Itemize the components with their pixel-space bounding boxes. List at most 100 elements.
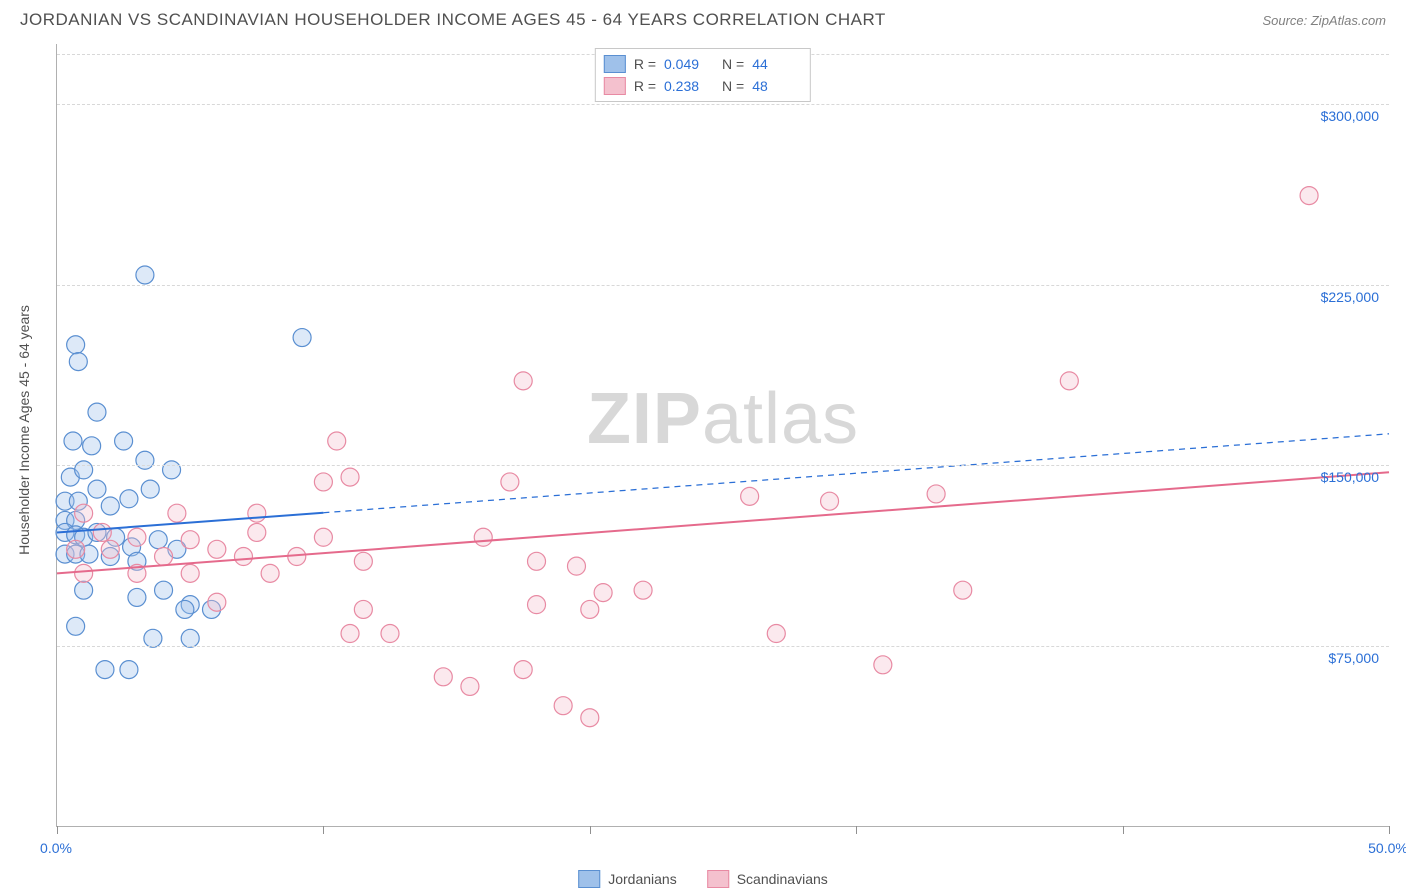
- data-point: [96, 661, 114, 679]
- n-label: N =: [722, 56, 744, 72]
- data-point: [64, 432, 82, 450]
- n-label: N =: [722, 78, 744, 94]
- data-point: [314, 528, 332, 546]
- data-point: [528, 552, 546, 570]
- data-point: [88, 403, 106, 421]
- chart-source: Source: ZipAtlas.com: [1262, 13, 1386, 28]
- data-point: [155, 581, 173, 599]
- y-tick-label: $75,000: [1328, 650, 1379, 666]
- x-tick: [1389, 826, 1390, 834]
- stats-row: R =0.049N =44: [604, 53, 802, 75]
- data-point: [67, 336, 85, 354]
- gridline: [57, 646, 1389, 647]
- data-point: [101, 540, 119, 558]
- data-point: [554, 697, 572, 715]
- chart-title: JORDANIAN VS SCANDINAVIAN HOUSEHOLDER IN…: [20, 10, 886, 30]
- data-point: [128, 528, 146, 546]
- stats-legend: R =0.049N =44R =0.238N =48: [595, 48, 811, 102]
- data-point: [75, 461, 93, 479]
- chart-header: JORDANIAN VS SCANDINAVIAN HOUSEHOLDER IN…: [0, 0, 1406, 36]
- data-point: [434, 668, 452, 686]
- data-point: [474, 528, 492, 546]
- data-point: [927, 485, 945, 503]
- data-point: [248, 504, 266, 522]
- data-point: [208, 540, 226, 558]
- data-point: [208, 593, 226, 611]
- data-point: [567, 557, 585, 575]
- stats-row: R = 0.238 N = 48: [604, 75, 802, 97]
- data-point: [136, 451, 154, 469]
- data-point: [341, 468, 359, 486]
- regression-line-dashed: [323, 434, 1389, 513]
- data-point: [581, 709, 599, 727]
- data-point: [514, 661, 532, 679]
- data-point: [93, 523, 111, 541]
- legend-swatch: [578, 870, 600, 888]
- r-value: 0.049: [664, 56, 714, 72]
- r-label: R =: [634, 56, 656, 72]
- data-point: [874, 656, 892, 674]
- data-point: [341, 625, 359, 643]
- series-legend-item: Jordanians: [578, 870, 677, 888]
- data-point: [381, 625, 399, 643]
- data-point: [128, 588, 146, 606]
- data-point: [741, 487, 759, 505]
- series-legend: Jordanians Scandinavians: [578, 870, 828, 888]
- data-point: [954, 581, 972, 599]
- data-point: [328, 432, 346, 450]
- data-point: [141, 480, 159, 498]
- data-point: [501, 473, 519, 491]
- data-point: [115, 432, 133, 450]
- y-tick-label: $300,000: [1321, 108, 1379, 124]
- data-point: [168, 504, 186, 522]
- data-point: [354, 552, 372, 570]
- data-point: [234, 548, 252, 566]
- data-point: [514, 372, 532, 390]
- gridline: [57, 104, 1389, 105]
- scatter-plot-svg: [57, 44, 1389, 826]
- r-label: R =: [634, 78, 656, 94]
- data-point: [1060, 372, 1078, 390]
- data-point: [767, 625, 785, 643]
- r-value: 0.238: [664, 78, 714, 94]
- data-point: [120, 661, 138, 679]
- data-point: [293, 329, 311, 347]
- data-point: [136, 266, 154, 284]
- series-legend-item: Scandinavians: [707, 870, 828, 888]
- n-value: 48: [752, 78, 802, 94]
- x-tick: [323, 826, 324, 834]
- data-point: [101, 497, 119, 515]
- data-point: [88, 480, 106, 498]
- gridline: [57, 285, 1389, 286]
- data-point: [634, 581, 652, 599]
- data-point: [67, 540, 85, 558]
- x-tick: [57, 826, 58, 834]
- x-tick: [856, 826, 857, 834]
- x-tick-label: 50.0%: [1368, 840, 1406, 856]
- data-point: [354, 600, 372, 618]
- data-point: [75, 564, 93, 582]
- chart-plot-area: ZIPatlas $75,000$150,000$225,000$300,000: [56, 44, 1389, 827]
- y-tick-label: $150,000: [1321, 469, 1379, 485]
- data-point: [75, 504, 93, 522]
- data-point: [261, 564, 279, 582]
- series-legend-label: Jordanians: [608, 871, 677, 887]
- data-point: [821, 492, 839, 510]
- data-point: [1300, 187, 1318, 205]
- data-point: [75, 581, 93, 599]
- data-point: [67, 617, 85, 635]
- y-tick-label: $225,000: [1321, 289, 1379, 305]
- x-tick: [1123, 826, 1124, 834]
- x-tick: [590, 826, 591, 834]
- data-point: [69, 353, 87, 371]
- data-point: [314, 473, 332, 491]
- legend-swatch: [604, 77, 626, 95]
- data-point: [581, 600, 599, 618]
- legend-swatch: [604, 55, 626, 73]
- data-point: [181, 531, 199, 549]
- data-point: [120, 490, 138, 508]
- data-point: [155, 548, 173, 566]
- legend-swatch: [707, 870, 729, 888]
- gridline: [57, 465, 1389, 466]
- data-point: [248, 523, 266, 541]
